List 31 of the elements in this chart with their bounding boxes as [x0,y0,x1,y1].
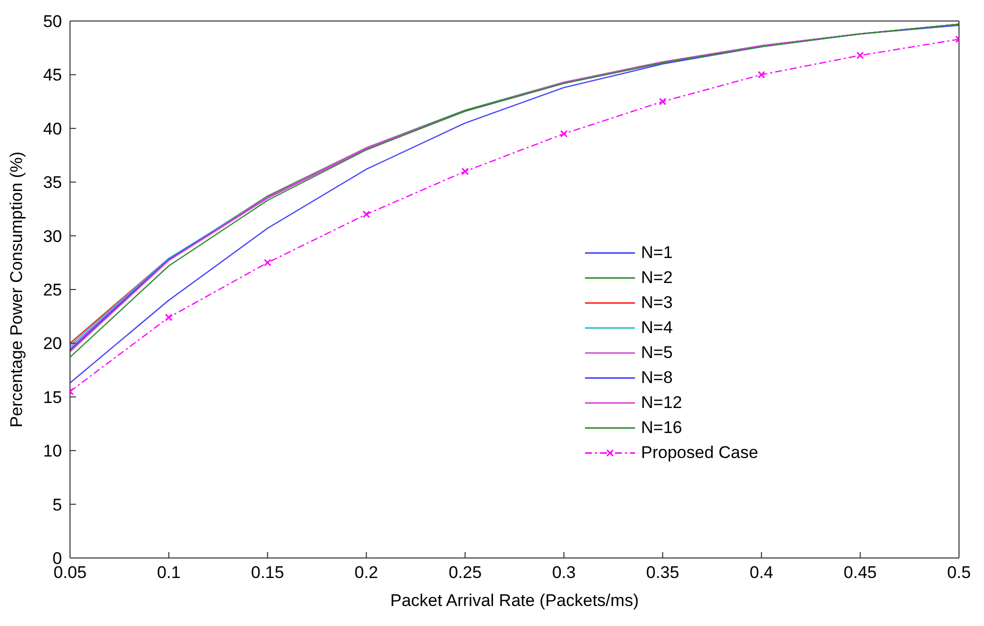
legend-label: N=3 [641,292,673,314]
legend-label: Proposed Case [641,442,758,464]
y-tick-label: 5 [52,495,62,514]
x-tick-label: 0.05 [53,563,87,582]
y-tick-label: 40 [43,119,62,138]
x-axis-title: Packet Arrival Rate (Packets/ms) [390,591,639,610]
x-tick-label: 0.4 [750,563,774,582]
x-tick-label: 0.1 [156,563,181,582]
y-tick-label: 50 [43,12,62,32]
y-tick-label: 30 [43,226,62,246]
x-tick-label: 0.15 [251,563,284,582]
y-tick-label: 35 [43,173,62,192]
x-tick-label: 0.45 [844,563,877,582]
y-tick-label: 15 [43,388,62,407]
x-tick-label: 0.3 [552,563,576,582]
x-tick-label: 0.35 [646,563,680,582]
legend-label: N=12 [641,392,682,414]
y-tick-label: 10 [43,442,62,461]
x-tick-label: 0.5 [947,563,971,582]
legend-label: N=4 [641,317,673,339]
x-tick-label: 0.25 [448,563,482,582]
y-tick-label: 25 [43,280,62,300]
legend-label: N=16 [641,417,682,439]
x-tick-label: 0.2 [354,563,378,582]
legend-label: N=2 [641,267,673,289]
y-tick-label: 20 [43,334,62,354]
y-tick-label: 45 [43,66,62,85]
legend-label: N=1 [641,242,673,264]
y-axis-title: Percentage Power Consumption (%) [7,152,26,428]
legend-label: N=8 [641,367,673,389]
legend-label: N=5 [641,342,673,364]
